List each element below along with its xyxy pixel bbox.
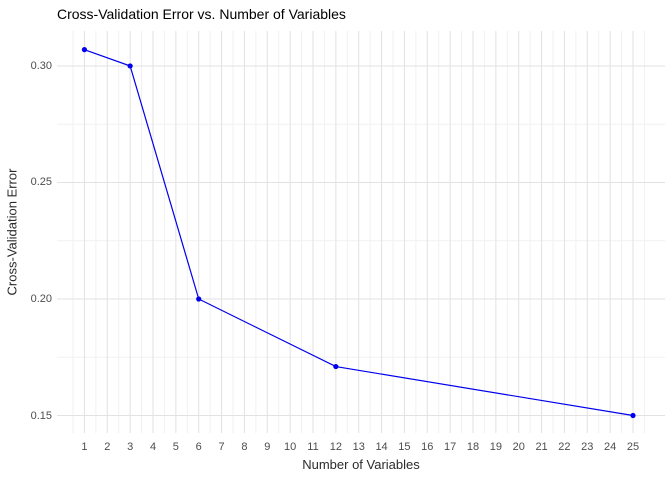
- data-point: [630, 412, 636, 419]
- x-tick-label: 25: [626, 441, 640, 453]
- x-tick-label: 4: [149, 441, 157, 453]
- data-point: [333, 363, 339, 370]
- y-tick-label: 0.30: [30, 59, 52, 72]
- x-tick-label: 14: [375, 441, 388, 453]
- x-tick-label: 1: [81, 441, 88, 453]
- x-tick-label: 11: [307, 441, 319, 453]
- plot-panel: [57, 31, 665, 433]
- x-tick-label: 22: [558, 441, 571, 453]
- data-point: [81, 47, 88, 53]
- x-tick-label: 7: [218, 441, 225, 453]
- x-tick-label: 21: [535, 441, 548, 453]
- chart-canvas: [57, 31, 665, 433]
- x-tick-label: 2: [104, 441, 111, 453]
- x-tick-label: 10: [284, 441, 297, 453]
- x-tick-label: 6: [195, 441, 202, 453]
- x-tick-label: 20: [512, 441, 525, 453]
- x-tick-label: 9: [264, 441, 271, 453]
- data-point: [196, 296, 202, 302]
- x-axis-title: Number of Variables: [302, 457, 420, 472]
- x-tick-label: 15: [398, 441, 411, 453]
- chart-title: Cross-Validation Error vs. Number of Var…: [57, 6, 346, 22]
- x-tick-label: 17: [444, 441, 457, 453]
- y-tick-label: 0.15: [30, 409, 52, 422]
- x-tick-label: 12: [329, 441, 342, 453]
- y-tick-label: 0.25: [30, 176, 52, 189]
- y-tick-label: 0.20: [30, 293, 52, 305]
- x-tick-label: 5: [172, 441, 179, 453]
- data-point: [127, 63, 133, 69]
- x-tick-label: 8: [241, 441, 248, 453]
- x-tick-label: 23: [581, 441, 594, 453]
- x-tick-label: 13: [352, 441, 365, 453]
- x-tick-label: 18: [466, 441, 480, 453]
- x-tick-label: 16: [421, 441, 434, 453]
- x-tick-label: 3: [127, 441, 134, 453]
- x-tick-label: 24: [604, 441, 617, 453]
- x-tick-label: 19: [489, 441, 502, 453]
